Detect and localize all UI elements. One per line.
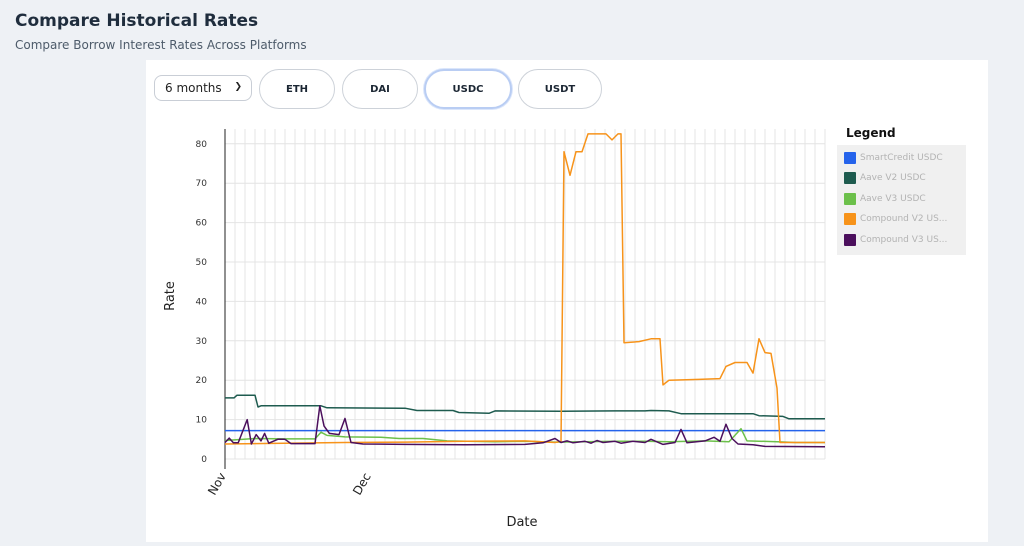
legend-item-aave-v2[interactable]: Aave V2 USDC [844,171,926,185]
svg-text:80: 80 [196,140,208,150]
legend-item-aave-v3[interactable]: Aave V3 USDC [844,192,926,206]
svg-text:Nov: Nov [205,470,229,497]
legend-swatch [844,172,856,184]
legend-swatch [844,213,856,225]
legend-label: Aave V2 USDC [860,173,926,183]
svg-text:40: 40 [196,297,208,307]
legend-swatch [844,152,856,164]
svg-text:10: 10 [196,416,208,426]
legend-item-compound-v3[interactable]: Compound V3 US... [844,233,947,247]
token-button-usdc[interactable]: USDC [424,69,512,109]
svg-text:70: 70 [196,179,208,189]
legend-label: Compound V3 US... [860,235,948,245]
svg-text:Date: Date [506,515,537,530]
svg-text:60: 60 [196,219,208,229]
legend: SmartCredit USDC Aave V2 USDC Aave V3 US… [837,145,966,255]
page-subtitle: Compare Borrow Interest Rates Across Pla… [15,38,307,52]
svg-text:30: 30 [196,337,208,347]
legend-swatch [844,193,856,205]
legend-label: SmartCredit USDC [860,153,943,163]
period-select-value: 6 months [165,81,222,95]
svg-text:Rate: Rate [163,281,178,311]
token-button-dai[interactable]: DAI [342,69,418,109]
svg-text:50: 50 [196,258,208,268]
period-select[interactable]: 6 months ❯ [154,75,252,101]
chart-card: 6 months ❯ ETH DAI USDC USDT 0 10 20 30 40 50… [146,60,988,542]
legend-item-smartcredit[interactable]: SmartCredit USDC [844,151,943,165]
token-button-usdt[interactable]: USDT [518,69,602,109]
legend-swatch [844,234,856,246]
svg-text:Dec: Dec [350,470,374,497]
legend-item-compound-v2[interactable]: Compound V2 US... [844,212,947,226]
token-button-eth[interactable]: ETH [259,69,335,109]
svg-text:20: 20 [196,376,208,386]
legend-label: Compound V2 US... [860,214,948,224]
page-title: Compare Historical Rates [15,11,259,31]
legend-title: Legend [846,126,896,140]
chevron-down-icon: ❯ [234,82,242,92]
rate-line-chart: 0 10 20 30 40 50 60 70 80 Nov Dec Date Rate [163,129,826,530]
svg-text:0: 0 [201,455,207,465]
legend-label: Aave V3 USDC [860,194,926,204]
